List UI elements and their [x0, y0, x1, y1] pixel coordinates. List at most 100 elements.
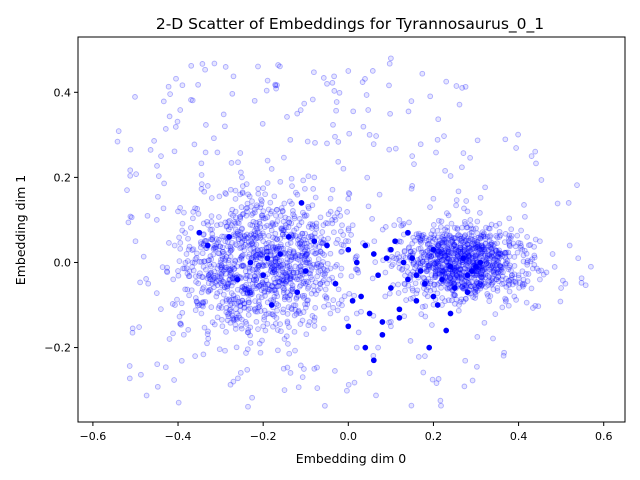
background-point	[241, 300, 248, 307]
background-point	[420, 249, 426, 256]
background-point	[232, 196, 239, 202]
background-point	[430, 259, 437, 266]
background-point	[455, 231, 462, 238]
background-point	[259, 212, 266, 219]
background-point	[237, 307, 244, 314]
background-point	[495, 266, 502, 272]
background-point	[246, 193, 253, 200]
background-point	[242, 319, 249, 325]
background-point	[255, 185, 262, 192]
background-point	[305, 203, 312, 210]
background-point	[291, 328, 298, 335]
background-point	[233, 316, 240, 323]
background-point	[458, 284, 465, 290]
highlight-point	[379, 331, 386, 338]
background-point	[269, 282, 276, 289]
background-point	[302, 301, 308, 308]
background-point	[488, 241, 495, 248]
background-point	[254, 229, 261, 236]
background-point	[271, 252, 278, 259]
highlight-point	[417, 268, 424, 274]
background-point	[201, 238, 208, 244]
highlight-point	[349, 297, 356, 304]
background-point	[439, 249, 446, 255]
background-point	[237, 229, 244, 235]
background-point	[268, 252, 274, 259]
background-point	[495, 274, 501, 281]
background-point	[337, 272, 344, 279]
background-point	[421, 251, 427, 258]
background-point	[420, 369, 427, 376]
background-point	[311, 323, 318, 329]
background-point	[290, 249, 297, 256]
background-point	[461, 234, 467, 241]
background-point	[477, 272, 483, 279]
background-point	[305, 223, 312, 230]
background-point	[462, 284, 469, 291]
background-point	[411, 161, 417, 167]
background-point	[478, 279, 484, 285]
background-point	[249, 198, 255, 205]
background-point	[324, 280, 331, 287]
background-point	[276, 258, 283, 265]
background-point	[515, 274, 522, 281]
background-point	[506, 288, 513, 295]
background-point	[280, 269, 287, 276]
background-point	[431, 281, 438, 288]
background-point	[248, 203, 254, 210]
background-point	[305, 260, 312, 267]
background-point	[255, 326, 261, 332]
background-point	[288, 220, 295, 227]
background-point	[153, 290, 160, 296]
background-point	[224, 285, 231, 292]
background-point	[451, 267, 458, 273]
background-point	[471, 274, 478, 281]
background-point	[423, 287, 430, 293]
background-point	[562, 280, 569, 287]
background-point	[502, 250, 509, 257]
background-point	[300, 236, 307, 243]
background-point	[162, 364, 169, 371]
background-point	[489, 274, 496, 281]
background-point	[459, 270, 465, 276]
background-point	[322, 293, 328, 299]
background-point	[486, 274, 493, 280]
background-point	[339, 302, 345, 309]
background-point	[226, 276, 233, 283]
highlight-point	[388, 246, 394, 253]
background-point	[449, 268, 456, 275]
background-point	[257, 251, 264, 258]
background-point	[444, 232, 450, 238]
background-point	[412, 280, 419, 287]
background-point	[243, 286, 250, 292]
background-point	[273, 283, 280, 290]
background-point	[486, 225, 493, 232]
background-point	[451, 268, 458, 274]
background-point	[493, 269, 499, 276]
background-point	[493, 257, 500, 264]
background-point	[280, 309, 286, 316]
highlight-point	[362, 344, 369, 351]
background-point	[245, 234, 251, 241]
background-point	[434, 281, 441, 288]
background-point	[225, 243, 231, 250]
background-point	[192, 256, 199, 262]
background-point	[425, 276, 432, 282]
background-point	[279, 273, 285, 279]
background-point	[197, 244, 204, 251]
background-point	[248, 289, 255, 296]
background-point	[435, 262, 442, 269]
background-point	[246, 289, 253, 296]
background-point	[218, 304, 225, 311]
background-point	[405, 108, 412, 115]
highlight-point	[430, 293, 437, 300]
background-point	[423, 237, 430, 244]
background-point	[245, 403, 251, 410]
background-point	[435, 116, 442, 123]
background-point	[198, 181, 205, 187]
background-point	[415, 259, 422, 266]
background-point	[293, 294, 300, 301]
background-point	[452, 274, 458, 281]
background-point	[213, 293, 220, 300]
background-point	[329, 186, 336, 193]
